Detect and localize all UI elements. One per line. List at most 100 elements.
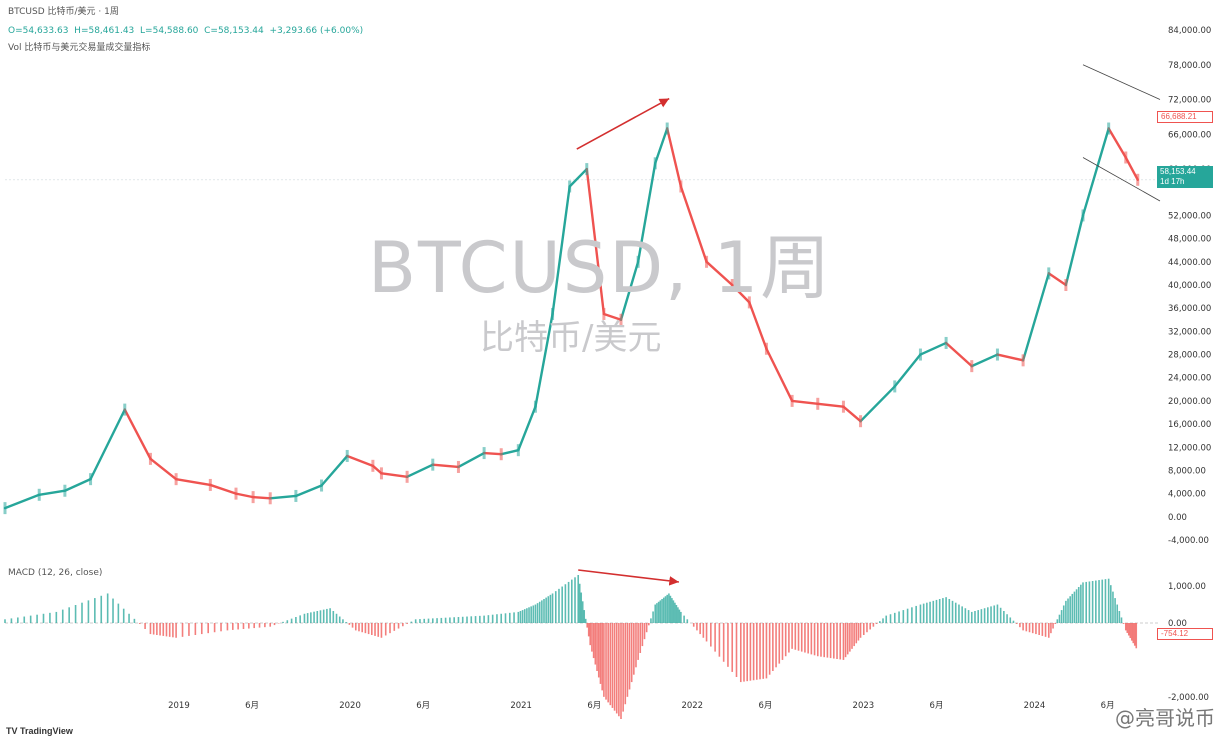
macd-bar [384, 623, 387, 636]
macd-bar [534, 604, 537, 623]
price-candle [602, 307, 606, 320]
macd-bar [220, 623, 222, 632]
macd-bar [581, 601, 584, 623]
macd-bar [1130, 623, 1133, 641]
macd-bar [977, 610, 979, 623]
macd-bar [926, 602, 928, 623]
macd-bar [586, 623, 589, 628]
macd-bar [983, 608, 986, 623]
macd-bar [672, 600, 675, 623]
macd-bar [1098, 580, 1100, 623]
price-segment [3, 493, 41, 510]
credit-watermark: @亮哥说币 [1115, 706, 1215, 730]
x-tick-label: 2019 [168, 701, 190, 711]
macd-bar [622, 623, 624, 712]
macd-bar [100, 595, 103, 623]
macd-bar [345, 622, 347, 623]
macd-bar [929, 601, 931, 623]
macd-bar [855, 623, 858, 644]
macd-bar [1080, 584, 1082, 623]
macd-bar [961, 606, 963, 623]
macd-bar [722, 623, 725, 662]
macd-bar [853, 623, 855, 647]
price-candle [379, 467, 383, 480]
macd-bar [954, 602, 957, 623]
price-segment [380, 472, 409, 479]
macd-bar [911, 607, 913, 623]
macd-bar [133, 618, 136, 623]
macd-bar [1069, 596, 1071, 623]
ohlc-change: +3,293.66 (+6.00%) [269, 26, 364, 36]
price-segment [816, 402, 845, 408]
price-segment [405, 463, 434, 479]
macd-bar [591, 623, 593, 652]
macd-bar [902, 610, 905, 623]
macd-bar [457, 617, 460, 623]
macd-bar [630, 623, 633, 683]
channel-upper-line [1082, 64, 1161, 100]
y-tick-label: 40,000.00 [1168, 281, 1211, 291]
macd-bar [990, 606, 992, 623]
macd-bar [980, 609, 983, 623]
macd-bar [696, 623, 698, 631]
macd-bar [1054, 623, 1056, 624]
price-segment [731, 283, 751, 304]
price-candle [995, 348, 999, 361]
macd-bar [594, 623, 597, 665]
macd-bar [788, 623, 790, 653]
price-segment [1081, 127, 1110, 217]
y-tick-label: 48,000.00 [1168, 235, 1211, 245]
macd-bar [526, 608, 528, 623]
macd-bar [784, 623, 787, 657]
macd-bar [964, 608, 967, 623]
macd-bar [1060, 610, 1063, 623]
macd-bar [231, 623, 234, 630]
macd-bar [322, 609, 325, 623]
macd-bar [393, 623, 396, 631]
macd-bar [683, 615, 685, 623]
macd-bar [364, 623, 367, 634]
price-segment [123, 408, 152, 461]
macd-bar [487, 615, 490, 623]
macd-bar [580, 592, 583, 623]
macd-bar [348, 623, 351, 625]
macd-bar [849, 623, 851, 652]
macd-bar [869, 623, 871, 630]
macd-bar [752, 623, 755, 681]
macd-bar [1056, 619, 1059, 623]
macd-bar [882, 618, 884, 623]
price-candle [234, 487, 238, 500]
price-segment [1064, 214, 1085, 287]
macd-bar [55, 611, 58, 623]
macd-bar [781, 623, 784, 660]
macd-bar [577, 575, 580, 623]
macd-bar [794, 623, 797, 650]
price-segment [38, 489, 67, 496]
price-candle [619, 313, 623, 326]
macd-bar [603, 623, 605, 697]
macd-bar [1129, 623, 1132, 639]
macd-bar [879, 621, 881, 623]
macd-bar [727, 623, 729, 667]
price-segment [500, 448, 520, 456]
x-tick-label: 6月 [1101, 701, 1115, 711]
macd-bar [474, 616, 477, 623]
macd-bar [735, 623, 738, 677]
price-segment [996, 353, 1025, 362]
macd-bar [374, 623, 376, 636]
price-candle [174, 473, 178, 486]
macd-bar [898, 611, 900, 623]
price-segment [919, 341, 948, 356]
price-candle [653, 157, 657, 170]
macd-bar [306, 613, 309, 623]
macd-bar [671, 598, 673, 623]
macd-bar [1025, 623, 1028, 632]
price-candle [1107, 122, 1111, 135]
macd-bar [775, 623, 777, 668]
macd-bar [1062, 605, 1065, 623]
macd-bar [4, 619, 6, 623]
macd-bar [521, 610, 524, 623]
macd-bar [810, 623, 813, 655]
macd-bar [637, 623, 639, 660]
macd-bar [1135, 623, 1138, 649]
